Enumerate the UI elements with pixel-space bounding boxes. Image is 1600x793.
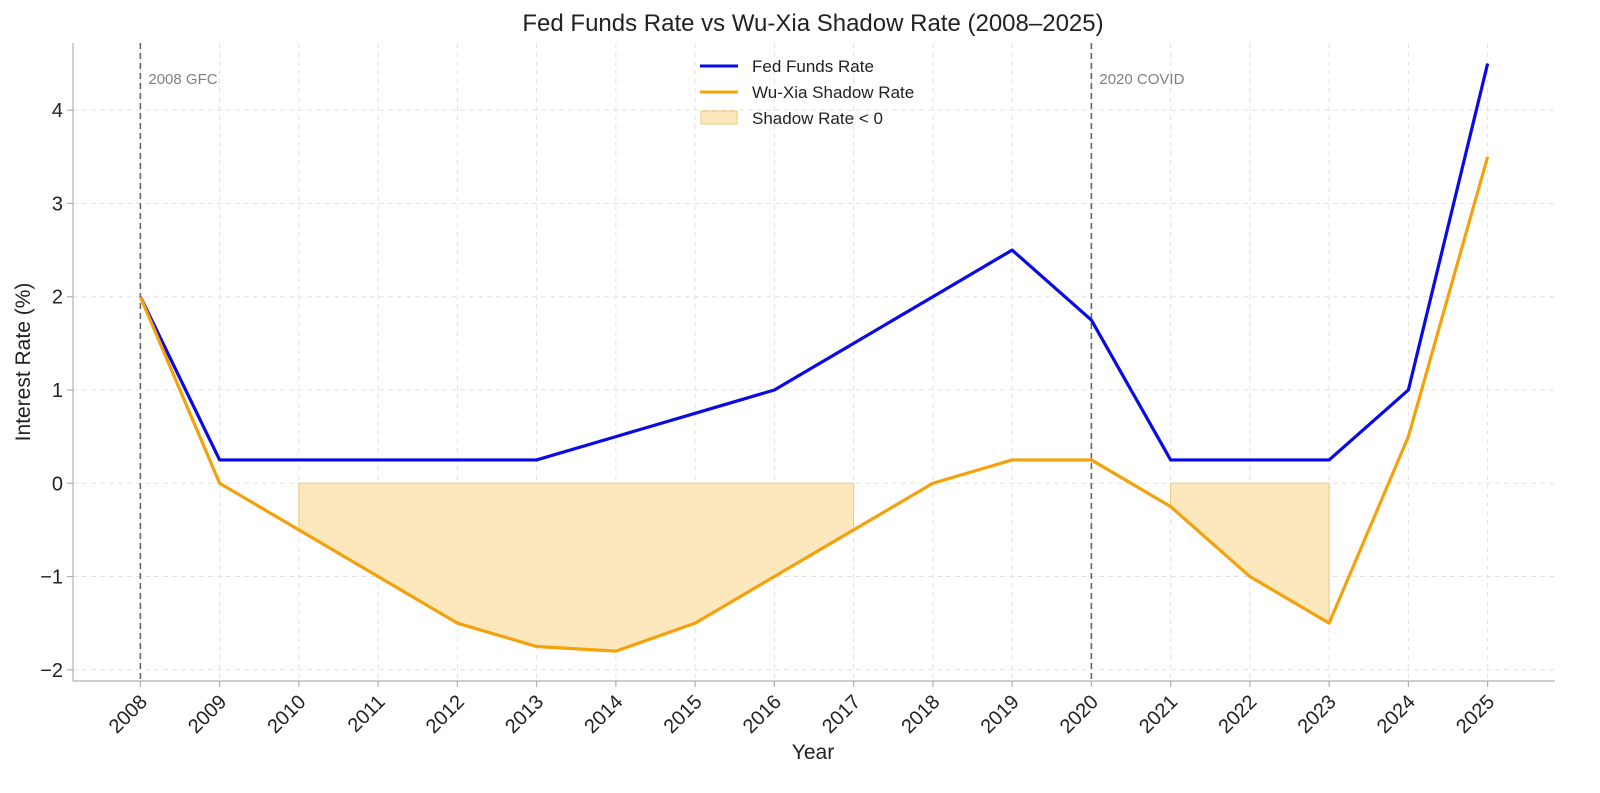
- y-axis-ticks: −2 −1 0 1 2 3 4: [40, 100, 73, 682]
- x-tick-label: 2013: [501, 691, 548, 738]
- x-axis-ticks: 2008 2009 2010 2011 2012 2013 2014 2015 2016 2017…: [105, 681, 1499, 738]
- legend-label-shadow-fill: Shadow Rate < 0: [752, 109, 883, 128]
- x-axis-label: Year: [792, 741, 834, 764]
- x-tick-label: 2008: [105, 691, 152, 738]
- legend: Fed Funds Rate Wu-Xia Shadow Rate Shadow…: [700, 57, 914, 128]
- x-tick-label: 2018: [897, 691, 944, 738]
- y-tick-label: 3: [52, 193, 63, 215]
- x-tick-label: 2020: [1056, 691, 1103, 738]
- fed-funds-line: [138, 63, 1490, 462]
- y-tick-label: 0: [52, 473, 63, 495]
- shadow-negative-fill: [298, 482, 855, 652]
- x-tick-label: 2012: [422, 691, 469, 738]
- x-tick-label: 2025: [1452, 691, 1499, 738]
- shadow-rate-line: [138, 156, 1490, 653]
- x-tick-label: 2009: [184, 691, 231, 738]
- event-marker-label: 2020 COVID: [1099, 71, 1184, 88]
- x-tick-label: 2024: [1373, 691, 1420, 738]
- shadow-fill-regions: [298, 482, 1330, 652]
- y-axis-label: Interest Rate (%): [12, 283, 35, 442]
- y-tick-label: 1: [52, 380, 63, 402]
- y-tick-label: −2: [40, 660, 63, 682]
- x-tick-label: 2021: [1135, 691, 1182, 738]
- grid: [73, 43, 1555, 681]
- x-tick-label: 2014: [580, 691, 627, 738]
- x-tick-label: 2023: [1294, 691, 1341, 738]
- x-tick-label: 2010: [263, 691, 310, 738]
- y-tick-label: 2: [52, 287, 63, 309]
- x-tick-label: 2017: [818, 691, 865, 738]
- legend-label-fed-funds: Fed Funds Rate: [752, 57, 874, 76]
- y-tick-label: 4: [52, 100, 63, 122]
- chart-title: Fed Funds Rate vs Wu-Xia Shadow Rate (20…: [522, 10, 1103, 37]
- event-markers: 2008 GFC 2020 COVID: [139, 43, 1185, 681]
- legend-swatch-shadow-fill: [700, 110, 738, 125]
- x-tick-label: 2022: [1214, 691, 1261, 738]
- legend-label-shadow-rate: Wu-Xia Shadow Rate: [752, 83, 914, 102]
- series-lines: [138, 63, 1490, 653]
- x-tick-label: 2019: [977, 691, 1024, 738]
- x-tick-label: 2011: [344, 691, 390, 737]
- x-tick-label: 2015: [660, 691, 707, 738]
- x-tick-label: 2016: [739, 691, 786, 738]
- y-tick-label: −1: [40, 567, 63, 589]
- event-marker-label: 2008 GFC: [148, 71, 217, 88]
